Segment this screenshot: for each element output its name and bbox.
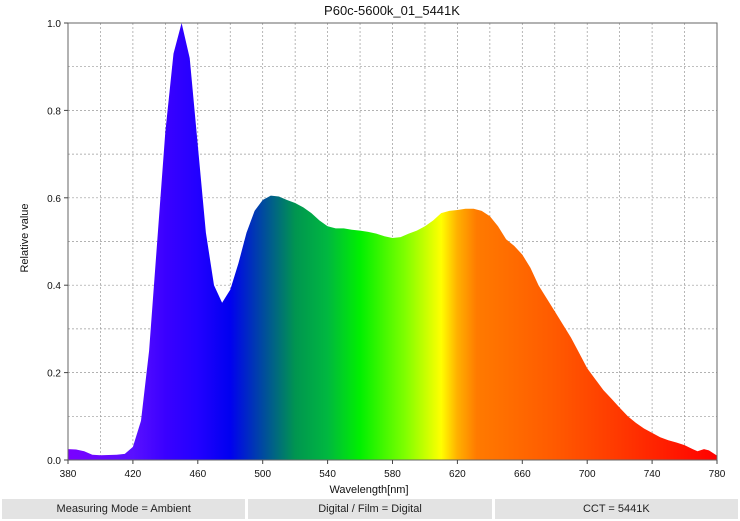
x-tick-label: 620 xyxy=(449,469,466,480)
y-tick-label: 0.6 xyxy=(47,194,61,205)
x-tick-label: 420 xyxy=(125,469,142,480)
measuring-mode: Measuring Mode = Ambient xyxy=(2,499,246,519)
spectrum-area xyxy=(68,23,717,460)
digital-film-mode: Digital / Film = Digital xyxy=(248,499,492,519)
y-tick-label: 0.2 xyxy=(47,369,61,380)
x-tick-label: 700 xyxy=(579,469,596,480)
x-tick-label: 540 xyxy=(319,469,336,480)
cct-value: CCT = 5441K xyxy=(494,499,738,519)
x-tick-label: 660 xyxy=(514,469,531,480)
x-tick-label: 780 xyxy=(709,469,726,480)
x-tick-label: 380 xyxy=(60,469,77,480)
x-tick-label: 500 xyxy=(254,469,271,480)
y-tick-label: 1.0 xyxy=(47,19,61,30)
x-tick-label: 580 xyxy=(384,469,401,480)
chart-title: P60c-5600k_01_5441K xyxy=(324,3,460,18)
x-tick-label: 740 xyxy=(644,469,661,480)
y-tick-label: 0.8 xyxy=(47,106,61,117)
x-axis-label: Wavelength[nm] xyxy=(329,484,408,496)
y-axis-label: Relative value xyxy=(19,203,31,272)
status-bar: Measuring Mode = Ambient Digital / Film … xyxy=(2,499,738,519)
y-tick-label: 0.0 xyxy=(47,456,61,467)
y-tick-label: 0.4 xyxy=(47,281,61,292)
x-tick-label: 460 xyxy=(189,469,206,480)
spectrum-chart: P60c-5600k_01_5441K 380 420 460 500 540 580 62… xyxy=(19,3,726,496)
